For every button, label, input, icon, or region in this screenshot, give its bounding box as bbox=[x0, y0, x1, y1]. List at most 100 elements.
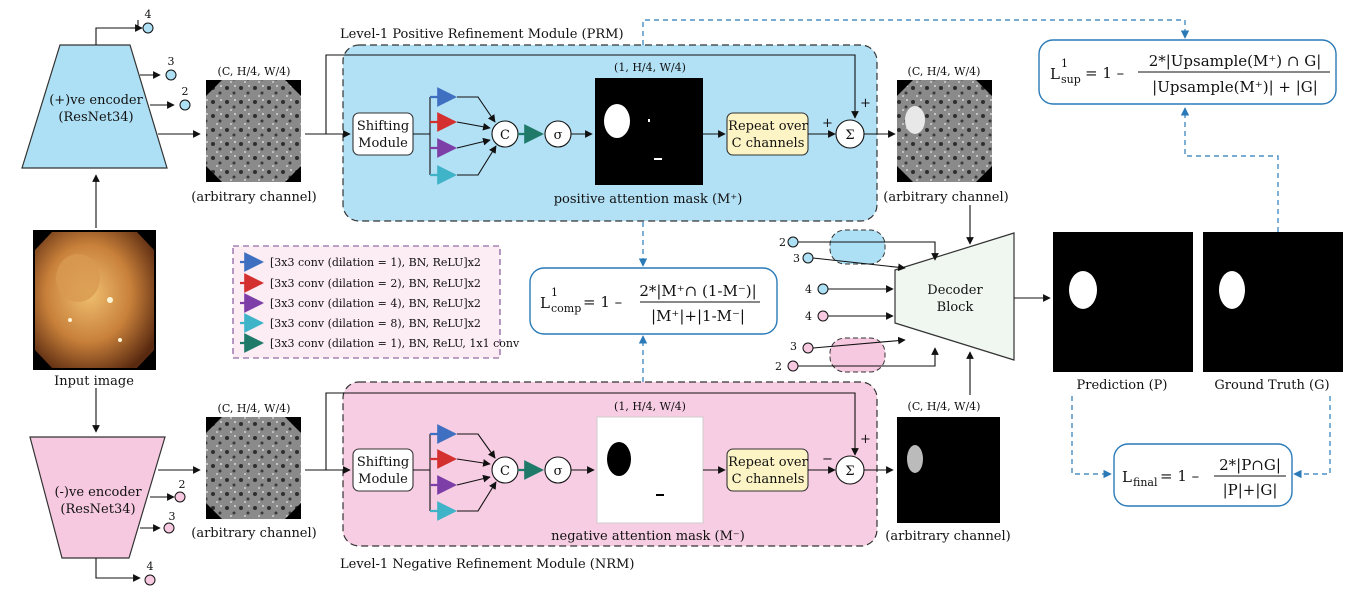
pos-concat-symbol: C bbox=[500, 128, 510, 143]
pos-skip-sign: + bbox=[860, 96, 871, 111]
neg-repeat-line1: Repeat over bbox=[728, 455, 808, 470]
positive-encoder-line1: (+)ve encoder bbox=[49, 93, 143, 108]
neg-skip-4 bbox=[144, 574, 156, 586]
dec-in-2a-label: 2 bbox=[779, 236, 786, 249]
negative-encoder bbox=[29, 436, 166, 559]
comp-loss-sup: 1 bbox=[551, 286, 558, 299]
pos-sum-symbol: Σ bbox=[845, 128, 854, 143]
neg-skip-3-label: 3 bbox=[169, 510, 176, 523]
neg-skip-highlight bbox=[829, 337, 886, 373]
legend-label-3: [3x3 conv (dilation = 4), BN, ReLU]x2 bbox=[270, 297, 481, 310]
sup-loss-sup: 1 bbox=[1061, 57, 1068, 70]
comp-loss-box bbox=[529, 267, 778, 335]
pos-skip-2 bbox=[179, 99, 191, 111]
neg-skip-2-label: 2 bbox=[179, 478, 186, 491]
neg-sigmoid-symbol: σ bbox=[554, 464, 563, 479]
ground-truth-label: Ground Truth (G) bbox=[1214, 378, 1329, 393]
sup-loss-lhs: L bbox=[1050, 65, 1060, 83]
pos-skip-4-label: 4 bbox=[145, 8, 152, 21]
final-loss-num: 2*|P∩G| bbox=[1219, 456, 1281, 474]
comp-loss-sub: comp bbox=[551, 302, 581, 315]
legend-items: [3x3 conv (dilation = 1), BN, ReLU]x2 [3… bbox=[240, 252, 520, 353]
pos-repeat-line2: C channels bbox=[732, 136, 805, 151]
neg-skip-4-label: 4 bbox=[147, 560, 154, 573]
dec-in-2a bbox=[787, 236, 799, 248]
prm-title: Level-1 Positive Refinement Module (PRM) bbox=[340, 27, 624, 42]
neg-output-dims: (C, H/4, W/4) bbox=[908, 400, 981, 413]
neg-skip-sign: + bbox=[860, 432, 871, 447]
final-loss-den: |P|+|G| bbox=[1223, 481, 1278, 499]
comp-loss-den: |M⁺|+|1-M⁻| bbox=[651, 307, 745, 325]
legend-label-4: [3x3 conv (dilation = 8), BN, ReLU]x2 bbox=[270, 317, 481, 330]
comp-loss-num: 2*|M⁺∩ (1-M⁻)| bbox=[639, 282, 756, 300]
dec-in-3a-label: 3 bbox=[793, 252, 800, 265]
pos-skip-4 bbox=[142, 22, 154, 34]
sup-loss-eq: = 1 – bbox=[1085, 64, 1124, 82]
dec-in-4b bbox=[817, 310, 829, 322]
prediction-label: Prediction (P) bbox=[1076, 378, 1167, 393]
neg-feature-map bbox=[206, 417, 301, 519]
positive-mask-label: positive attention mask (M⁺) bbox=[554, 192, 743, 207]
neg-shifting-line2: Module bbox=[358, 472, 408, 487]
sup-loss-sub: sup bbox=[1061, 73, 1081, 86]
pos-skip-3 bbox=[165, 69, 177, 81]
comp-loss-eq: = 1 – bbox=[583, 293, 622, 311]
dec-in-3b-label: 3 bbox=[790, 340, 797, 353]
sup-loss-den: |Upsample(M⁺)| + |G| bbox=[1152, 78, 1318, 96]
pos-shifting-line2: Module bbox=[358, 136, 408, 151]
positive-encoder-line2: (ResNet34) bbox=[58, 110, 133, 125]
decoder-line1: Decoder bbox=[927, 283, 983, 298]
neg-concat-symbol: C bbox=[500, 464, 510, 479]
neg-repeat-line2: C channels bbox=[732, 472, 805, 487]
input-image bbox=[35, 232, 154, 368]
pos-repeat-sign: + bbox=[822, 116, 833, 131]
final-loss-eq: = 1 – bbox=[1160, 467, 1199, 485]
legend-label-5: [3x3 conv (dilation = 1), BN, ReLU, 1x1 … bbox=[270, 337, 520, 350]
neg-output-caption: (arbitrary channel) bbox=[885, 529, 1010, 544]
neg-skip-3 bbox=[163, 522, 175, 534]
pos-feature-dims: (C, H/4, W/4) bbox=[218, 65, 291, 78]
neg-shifting-line1: Shifting bbox=[357, 455, 409, 470]
dec-in-4a-label: 4 bbox=[805, 283, 812, 296]
dec-in-4a bbox=[817, 283, 829, 295]
neg-feature-caption: (arbitrary channel) bbox=[191, 526, 316, 541]
pos-repeat-line1: Repeat over bbox=[728, 119, 808, 134]
pos-skip-3-label: 3 bbox=[168, 55, 175, 68]
nrm-title: Level-1 Negative Refinement Module (NRM) bbox=[340, 557, 634, 572]
legend-label-2: [3x3 conv (dilation = 2), BN, ReLU]x2 bbox=[270, 277, 481, 290]
dec-in-2b bbox=[787, 360, 799, 372]
comp-loss-lhs: L bbox=[540, 294, 550, 312]
neg-repeat-sign: − bbox=[822, 452, 833, 467]
decoder-block bbox=[894, 232, 1015, 361]
dec-in-3b bbox=[802, 342, 814, 354]
neg-sum-symbol: Σ bbox=[845, 464, 854, 479]
neg-mask-dims: (1, H/4, W/4) bbox=[614, 400, 686, 413]
dec-in-3a bbox=[802, 252, 814, 264]
positive-encoder bbox=[21, 44, 168, 169]
pos-sigmoid-symbol: σ bbox=[554, 128, 563, 143]
final-loss-lhs: L bbox=[1122, 468, 1132, 486]
negative-encoder-line2: (ResNet34) bbox=[60, 502, 135, 517]
input-image-label: Input image bbox=[54, 374, 134, 389]
pos-mask-dims: (1, H/4, W/4) bbox=[614, 61, 686, 74]
pos-output-dims: (C, H/4, W/4) bbox=[908, 65, 981, 78]
negative-mask-label: negative attention mask (M⁻) bbox=[551, 529, 745, 544]
neg-skip-2 bbox=[174, 491, 186, 503]
pos-feature-map bbox=[206, 80, 301, 182]
neg-feature-dims: (C, H/4, W/4) bbox=[218, 402, 291, 415]
dec-in-2b-label: 2 bbox=[775, 360, 782, 373]
sup-loss-num: 2*|Upsample(M⁺) ∩ G| bbox=[1149, 52, 1322, 70]
final-loss-box bbox=[1113, 443, 1293, 507]
decoder-line2: Block bbox=[937, 300, 974, 315]
pos-skip-highlight bbox=[829, 229, 886, 265]
pos-feature-caption: (arbitrary channel) bbox=[191, 190, 316, 205]
dec-in-4b-label: 4 bbox=[805, 310, 812, 323]
pos-output-caption: (arbitrary channel) bbox=[883, 190, 1008, 205]
negative-encoder-line1: (-)ve encoder bbox=[54, 485, 142, 500]
legend-label-1: [3x3 conv (dilation = 1), BN, ReLU]x2 bbox=[270, 256, 481, 269]
pos-shifting-line1: Shifting bbox=[357, 119, 409, 134]
legend-box bbox=[232, 245, 501, 359]
final-loss-sub: final bbox=[1133, 476, 1158, 489]
pos-skip-2-label: 2 bbox=[182, 85, 189, 98]
